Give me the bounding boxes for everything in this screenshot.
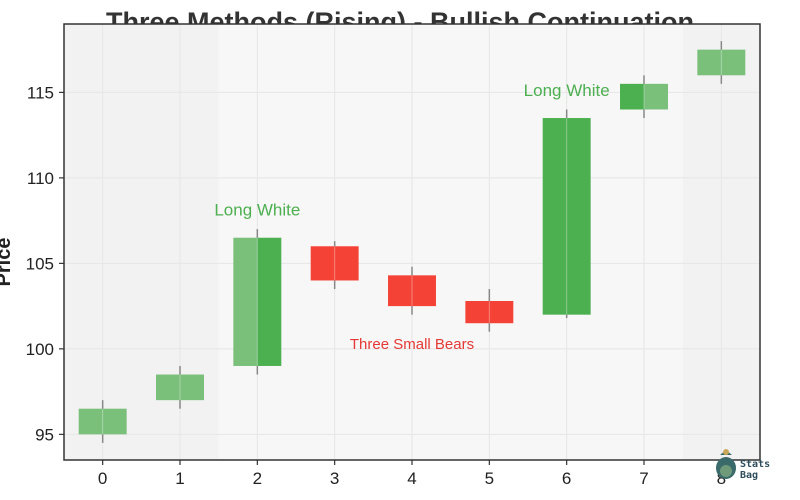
y-tick-label-100: 100 [26, 340, 54, 359]
x-tick-label-1: 1 [175, 469, 184, 488]
candle-body-3 [310, 246, 359, 281]
x-tick-label-2: 2 [253, 469, 262, 488]
candle-0 [78, 400, 127, 443]
statsbag-logo: Stats Bag [716, 449, 770, 481]
y-axis-label: Price [0, 238, 15, 287]
x-tick-label-4: 4 [407, 469, 416, 488]
candle-body-5 [465, 300, 514, 324]
candle-body-1 [156, 374, 204, 401]
candle-4 [388, 266, 436, 315]
candle-body-6 [542, 118, 591, 315]
logo-line1: Stats [740, 459, 770, 470]
money-bag-icon [716, 449, 736, 479]
candle-body-left-7 [620, 83, 644, 110]
y-tick-label-110: 110 [27, 169, 54, 188]
candle-body-4 [388, 275, 436, 307]
candle-body-0 [78, 408, 127, 435]
candle-5 [465, 289, 514, 332]
annotation-1: Three Small Bears [350, 336, 474, 353]
x-tick-label-5: 5 [485, 469, 494, 488]
y-tick-label-115: 115 [27, 83, 54, 102]
candle-8 [697, 41, 746, 84]
y-tick-label-105: 105 [26, 254, 54, 273]
x-tick-label-7: 7 [639, 469, 648, 488]
annotations: Long White Three Small Bears Long White [214, 81, 609, 353]
x-tick-label-6: 6 [562, 469, 571, 488]
candle-body-8 [697, 49, 746, 76]
x-tick-label-8: 8 [717, 469, 726, 488]
candles [78, 41, 746, 443]
candle-1 [156, 365, 204, 409]
x-tick-label-0: 0 [98, 469, 107, 488]
candle-7 [620, 75, 668, 119]
axes: 0 1 2 3 4 5 6 7 8 95 100 105 110 115 [26, 23, 761, 488]
candle-2 [233, 229, 282, 375]
annotation-0: Long White [214, 200, 300, 219]
annotation-2: Long White [524, 81, 610, 100]
candle-body-left-2 [233, 237, 258, 366]
candle-body-right-7 [644, 83, 668, 110]
candle-3 [310, 241, 359, 290]
y-tick-label-95: 95 [35, 425, 54, 444]
x-tick-label-3: 3 [330, 469, 339, 488]
candle-body-right-2 [257, 237, 282, 366]
logo-line2: Bag [740, 470, 758, 481]
candle-6 [542, 109, 591, 319]
